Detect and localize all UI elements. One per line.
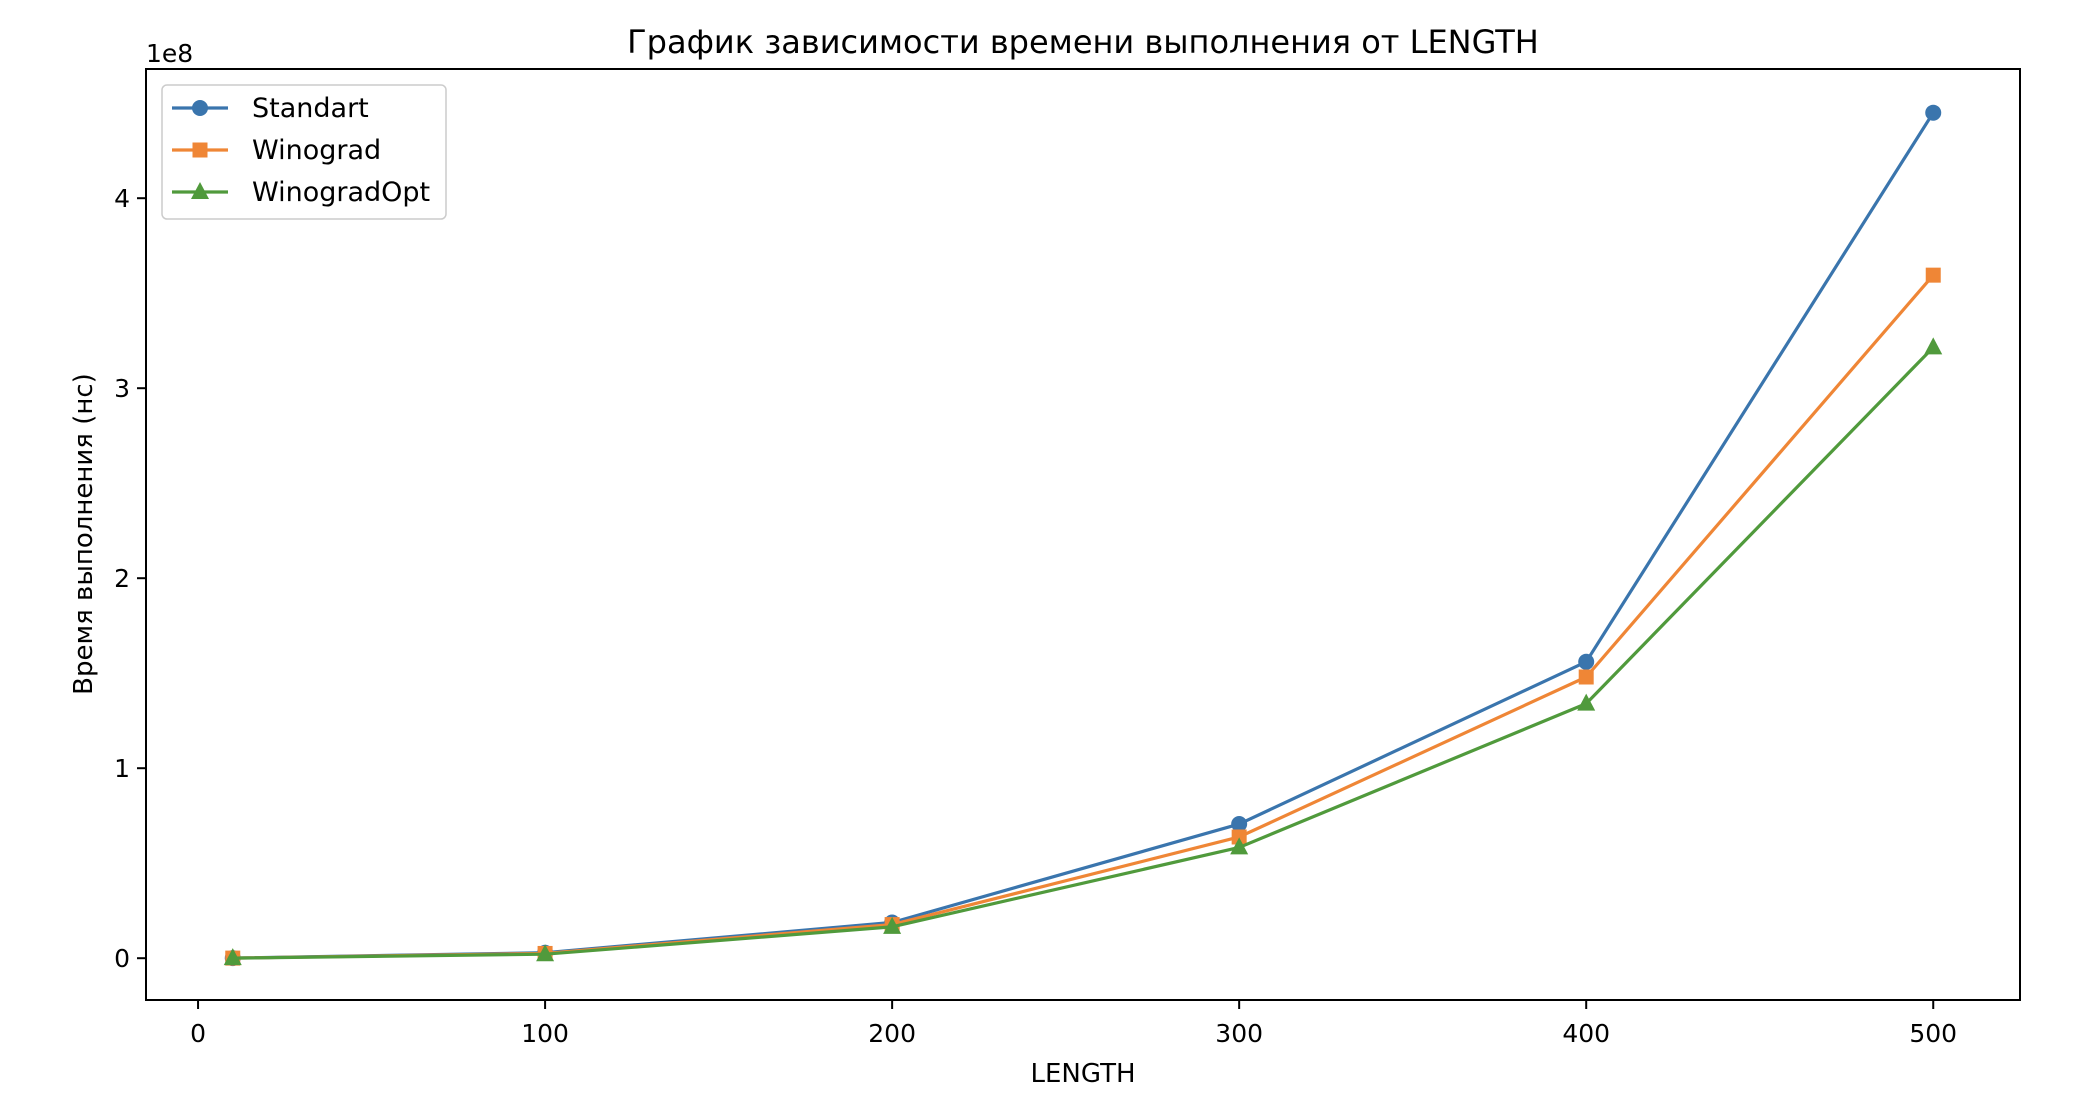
- legend: Standart Winograd WinogradOpt: [161, 84, 447, 220]
- data-point-winogradopt: [883, 916, 902, 934]
- series-winograd: [225, 267, 1941, 966]
- legend-marker-winogradopt: [191, 182, 209, 199]
- legend-label-standart: Standart: [252, 93, 369, 124]
- data-point-winograd: [1578, 669, 1594, 685]
- y-tick-label: 0: [114, 944, 130, 973]
- data-point-winogradopt: [223, 948, 242, 966]
- data-point-standart: [1231, 816, 1248, 833]
- y-axis-ticks: 0 1 2 3 4: [114, 184, 146, 973]
- plot-frame: [145, 68, 2021, 1001]
- data-point-winogradopt: [1230, 837, 1249, 855]
- data-point-standart: [1925, 104, 1942, 121]
- data-point-winogradopt: [1924, 337, 1943, 355]
- legend-box: [161, 84, 447, 220]
- x-tick-label: 300: [1215, 1019, 1263, 1048]
- y-tick-label: 4: [114, 184, 130, 213]
- series-line-winograd: [232, 274, 1935, 960]
- y-tick-label: 3: [114, 374, 130, 403]
- series-line-standart: [232, 111, 1935, 960]
- legend-label-winograd: Winograd: [252, 135, 381, 166]
- legend-label-winogradopt: WinogradOpt: [252, 177, 430, 208]
- plot-area: [145, 68, 2021, 1001]
- data-point-winogradopt: [1577, 693, 1596, 711]
- legend-marker-standart: [192, 100, 208, 116]
- x-tick-label: 200: [868, 1019, 916, 1048]
- chart-title: График зависимости времени выполнения от…: [627, 23, 1539, 61]
- x-tick-label: 500: [1909, 1019, 1957, 1048]
- legend-marker-winograd: [192, 142, 208, 158]
- x-tick-label: 100: [521, 1019, 569, 1048]
- y-tick-label: 2: [114, 564, 130, 593]
- x-tick-label: 0: [190, 1019, 206, 1048]
- x-axis-label: LENGTH: [1030, 1059, 1135, 1089]
- data-point-winograd: [1925, 267, 1941, 283]
- y-tick-label: 1: [114, 754, 130, 783]
- series-line-winogradopt: [232, 346, 1935, 960]
- x-axis-ticks: 0 100 200 300 400 500: [190, 1000, 1957, 1048]
- series-winogradopt: [223, 337, 1943, 966]
- y-scale-label: 1e8: [146, 39, 193, 68]
- data-point-standart: [1578, 653, 1595, 670]
- data-point-winogradopt: [536, 944, 555, 962]
- data-point-winograd: [1231, 829, 1247, 845]
- x-tick-label: 400: [1562, 1019, 1610, 1048]
- series-standart: [224, 104, 1942, 967]
- y-axis-label: Время выполнения (нс): [69, 373, 99, 695]
